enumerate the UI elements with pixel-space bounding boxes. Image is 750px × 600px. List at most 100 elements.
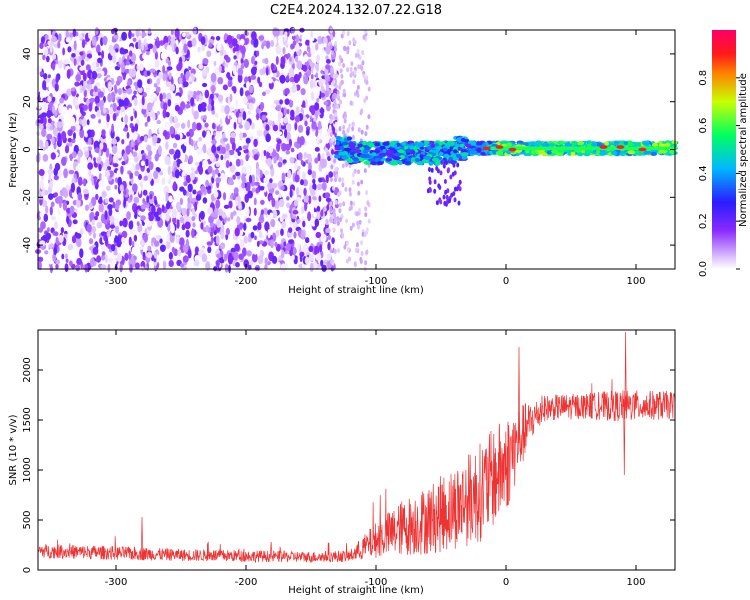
heatmap-cell bbox=[344, 186, 348, 192]
heatmap-cell bbox=[307, 211, 312, 222]
heatmap-cell bbox=[331, 50, 335, 56]
heatmap-cell bbox=[671, 140, 678, 145]
heatmap-cell bbox=[98, 203, 104, 213]
heatmap-cell bbox=[42, 80, 47, 89]
heatmap-cell bbox=[195, 233, 200, 242]
heatmap-cell bbox=[291, 84, 297, 93]
heatmap-cell bbox=[124, 252, 129, 261]
heatmap-cell bbox=[290, 147, 295, 153]
colorbar-tick-label: 0.6 bbox=[698, 118, 709, 134]
heatmap-cell bbox=[182, 255, 189, 263]
heatmap-cell bbox=[348, 191, 352, 197]
heatmap-cell bbox=[256, 129, 263, 137]
heatmap-cell bbox=[353, 262, 357, 268]
heatmap-cell bbox=[455, 154, 462, 158]
heatmap-cell bbox=[134, 110, 138, 119]
heatmap-cell bbox=[417, 142, 425, 147]
heatmap-cell bbox=[278, 192, 282, 198]
heatmap-cell bbox=[132, 151, 138, 158]
heatmap-cell bbox=[79, 51, 84, 56]
heatmap-cell bbox=[209, 221, 214, 228]
heatmap-cell bbox=[264, 221, 270, 232]
heatmap-cell bbox=[357, 169, 360, 175]
heatmap-cell bbox=[275, 45, 282, 55]
heatmap-cell bbox=[128, 106, 134, 117]
heatmap-cell bbox=[56, 121, 63, 128]
heatmap-cell bbox=[96, 44, 101, 54]
heatmap-cell bbox=[330, 164, 334, 170]
heatmap-cell bbox=[134, 262, 140, 270]
heatmap-cell bbox=[179, 197, 183, 206]
heatmap-cell bbox=[243, 222, 247, 231]
heatmap-cell bbox=[114, 217, 119, 227]
heatmap-cell bbox=[93, 160, 97, 167]
heatmap-cell bbox=[190, 68, 196, 75]
heatmap-cell bbox=[307, 169, 312, 176]
heatmap-cell bbox=[298, 152, 303, 161]
heatmap-cell bbox=[495, 150, 504, 155]
heatmap-cell bbox=[330, 115, 334, 121]
heatmap-cell bbox=[83, 79, 88, 89]
heatmap-cell bbox=[146, 144, 152, 152]
heatmap-cell bbox=[210, 236, 214, 244]
heatmap-cell bbox=[313, 68, 317, 76]
heatmap-cell bbox=[39, 89, 43, 99]
heatmap-cell bbox=[208, 42, 213, 48]
heatmap-cell bbox=[458, 179, 462, 185]
heatmap-cell bbox=[83, 188, 89, 195]
heatmap-cell bbox=[117, 88, 122, 95]
heatmap-cell bbox=[453, 197, 457, 203]
heatmap-cell bbox=[52, 104, 55, 115]
heatmap-cell bbox=[237, 73, 243, 83]
heatmap-cell bbox=[164, 121, 169, 128]
heatmap-cell bbox=[282, 159, 287, 164]
heatmap-cell bbox=[167, 165, 172, 176]
heatmap-cell bbox=[335, 141, 340, 146]
heatmap-cell bbox=[50, 201, 55, 208]
heatmap-cell bbox=[460, 138, 466, 142]
heatmap-cell bbox=[164, 155, 171, 166]
heatmap-cell bbox=[460, 152, 469, 157]
heatmap-cell bbox=[146, 51, 150, 56]
heatmap-cell bbox=[112, 154, 119, 164]
heatmap-cell bbox=[162, 130, 168, 138]
heatmap-cell bbox=[67, 46, 72, 53]
heatmap-cell bbox=[238, 52, 243, 59]
heatmap-cell bbox=[242, 145, 249, 150]
heatmap-cell bbox=[205, 261, 211, 271]
heatmap-cell bbox=[293, 246, 296, 256]
colorbar-tick-label: 0.8 bbox=[698, 70, 709, 86]
heatmap-cell bbox=[57, 33, 62, 42]
heatmap-cell bbox=[131, 84, 135, 92]
heatmap-cell bbox=[101, 190, 107, 198]
heatmap-cell bbox=[271, 182, 278, 189]
heatmap-cell bbox=[346, 49, 350, 55]
heatmap-cell bbox=[202, 197, 208, 204]
heatmap-cell bbox=[175, 201, 181, 212]
heatmap-cell bbox=[114, 236, 120, 243]
heatmap-cell bbox=[181, 152, 186, 162]
heatmap-cell bbox=[234, 200, 239, 206]
heatmap-cell bbox=[447, 167, 450, 173]
heatmap-cell bbox=[255, 187, 260, 194]
heatmap-cell bbox=[360, 65, 364, 71]
heatmap-cell bbox=[233, 151, 238, 159]
heatmap-cell bbox=[238, 124, 243, 129]
heatmap-cell bbox=[160, 52, 165, 60]
colorbar-gradient bbox=[712, 30, 736, 269]
heatmap-cell bbox=[237, 67, 244, 76]
heatmap-cell bbox=[63, 168, 68, 179]
heatmap-cell bbox=[161, 177, 166, 185]
heatmap-cell bbox=[201, 106, 207, 112]
heatmap-cell bbox=[88, 169, 92, 177]
heatmap-cell bbox=[152, 134, 158, 144]
heatmap-cell bbox=[232, 38, 238, 47]
heatmap-cell bbox=[161, 92, 167, 100]
heatmap-cell bbox=[388, 141, 396, 146]
y-tick-label: 40 bbox=[22, 48, 33, 61]
heatmap-cell bbox=[293, 73, 300, 84]
heatmap-cell bbox=[642, 141, 650, 146]
heatmap-cell bbox=[353, 149, 362, 154]
heatmap-cell bbox=[214, 186, 217, 195]
heatmap-cell bbox=[233, 187, 239, 195]
